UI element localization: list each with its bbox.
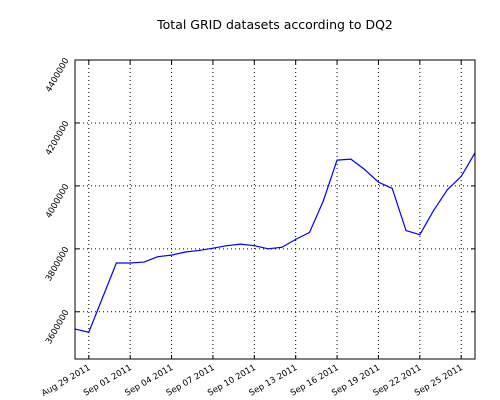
data-point: [184, 251, 186, 253]
data-point: [226, 245, 228, 247]
data-point: [88, 331, 90, 333]
data-point: [129, 262, 131, 264]
data-point: [460, 175, 462, 178]
data-point: [364, 168, 366, 171]
data-point: [405, 229, 407, 232]
y-tick-label: 3800000: [44, 245, 72, 283]
data-point: [170, 254, 173, 256]
data-point: [433, 209, 435, 212]
series-line: [74, 152, 476, 333]
axis-ticks: [75, 59, 475, 359]
y-tick-label: 4000000: [44, 182, 72, 220]
data-point: [419, 234, 421, 236]
grid-lines: [75, 59, 475, 359]
chart-title: Total GRID datasets according to DQ2: [156, 17, 393, 32]
data-point: [115, 262, 117, 264]
data-point: [267, 248, 269, 250]
data-point: [295, 238, 297, 240]
data-point: [377, 181, 380, 183]
data-point: [239, 243, 242, 245]
series-layer: [74, 152, 476, 333]
y-tick-label: 4200000: [44, 119, 72, 157]
data-point: [350, 158, 352, 160]
data-point: [143, 261, 145, 263]
data-point: [157, 256, 159, 258]
y-tick-label: 4400000: [44, 57, 72, 95]
data-point: [198, 249, 200, 252]
data-point: [336, 159, 338, 161]
data-point: [281, 246, 283, 248]
data-point: [391, 187, 393, 190]
data-point: [253, 245, 255, 247]
y-tick-label: 3600000: [44, 308, 72, 346]
data-point: [308, 231, 311, 234]
data-point: [212, 247, 214, 249]
data-point: [322, 200, 324, 202]
plot-frame: [74, 59, 476, 360]
data-point: [446, 189, 449, 191]
